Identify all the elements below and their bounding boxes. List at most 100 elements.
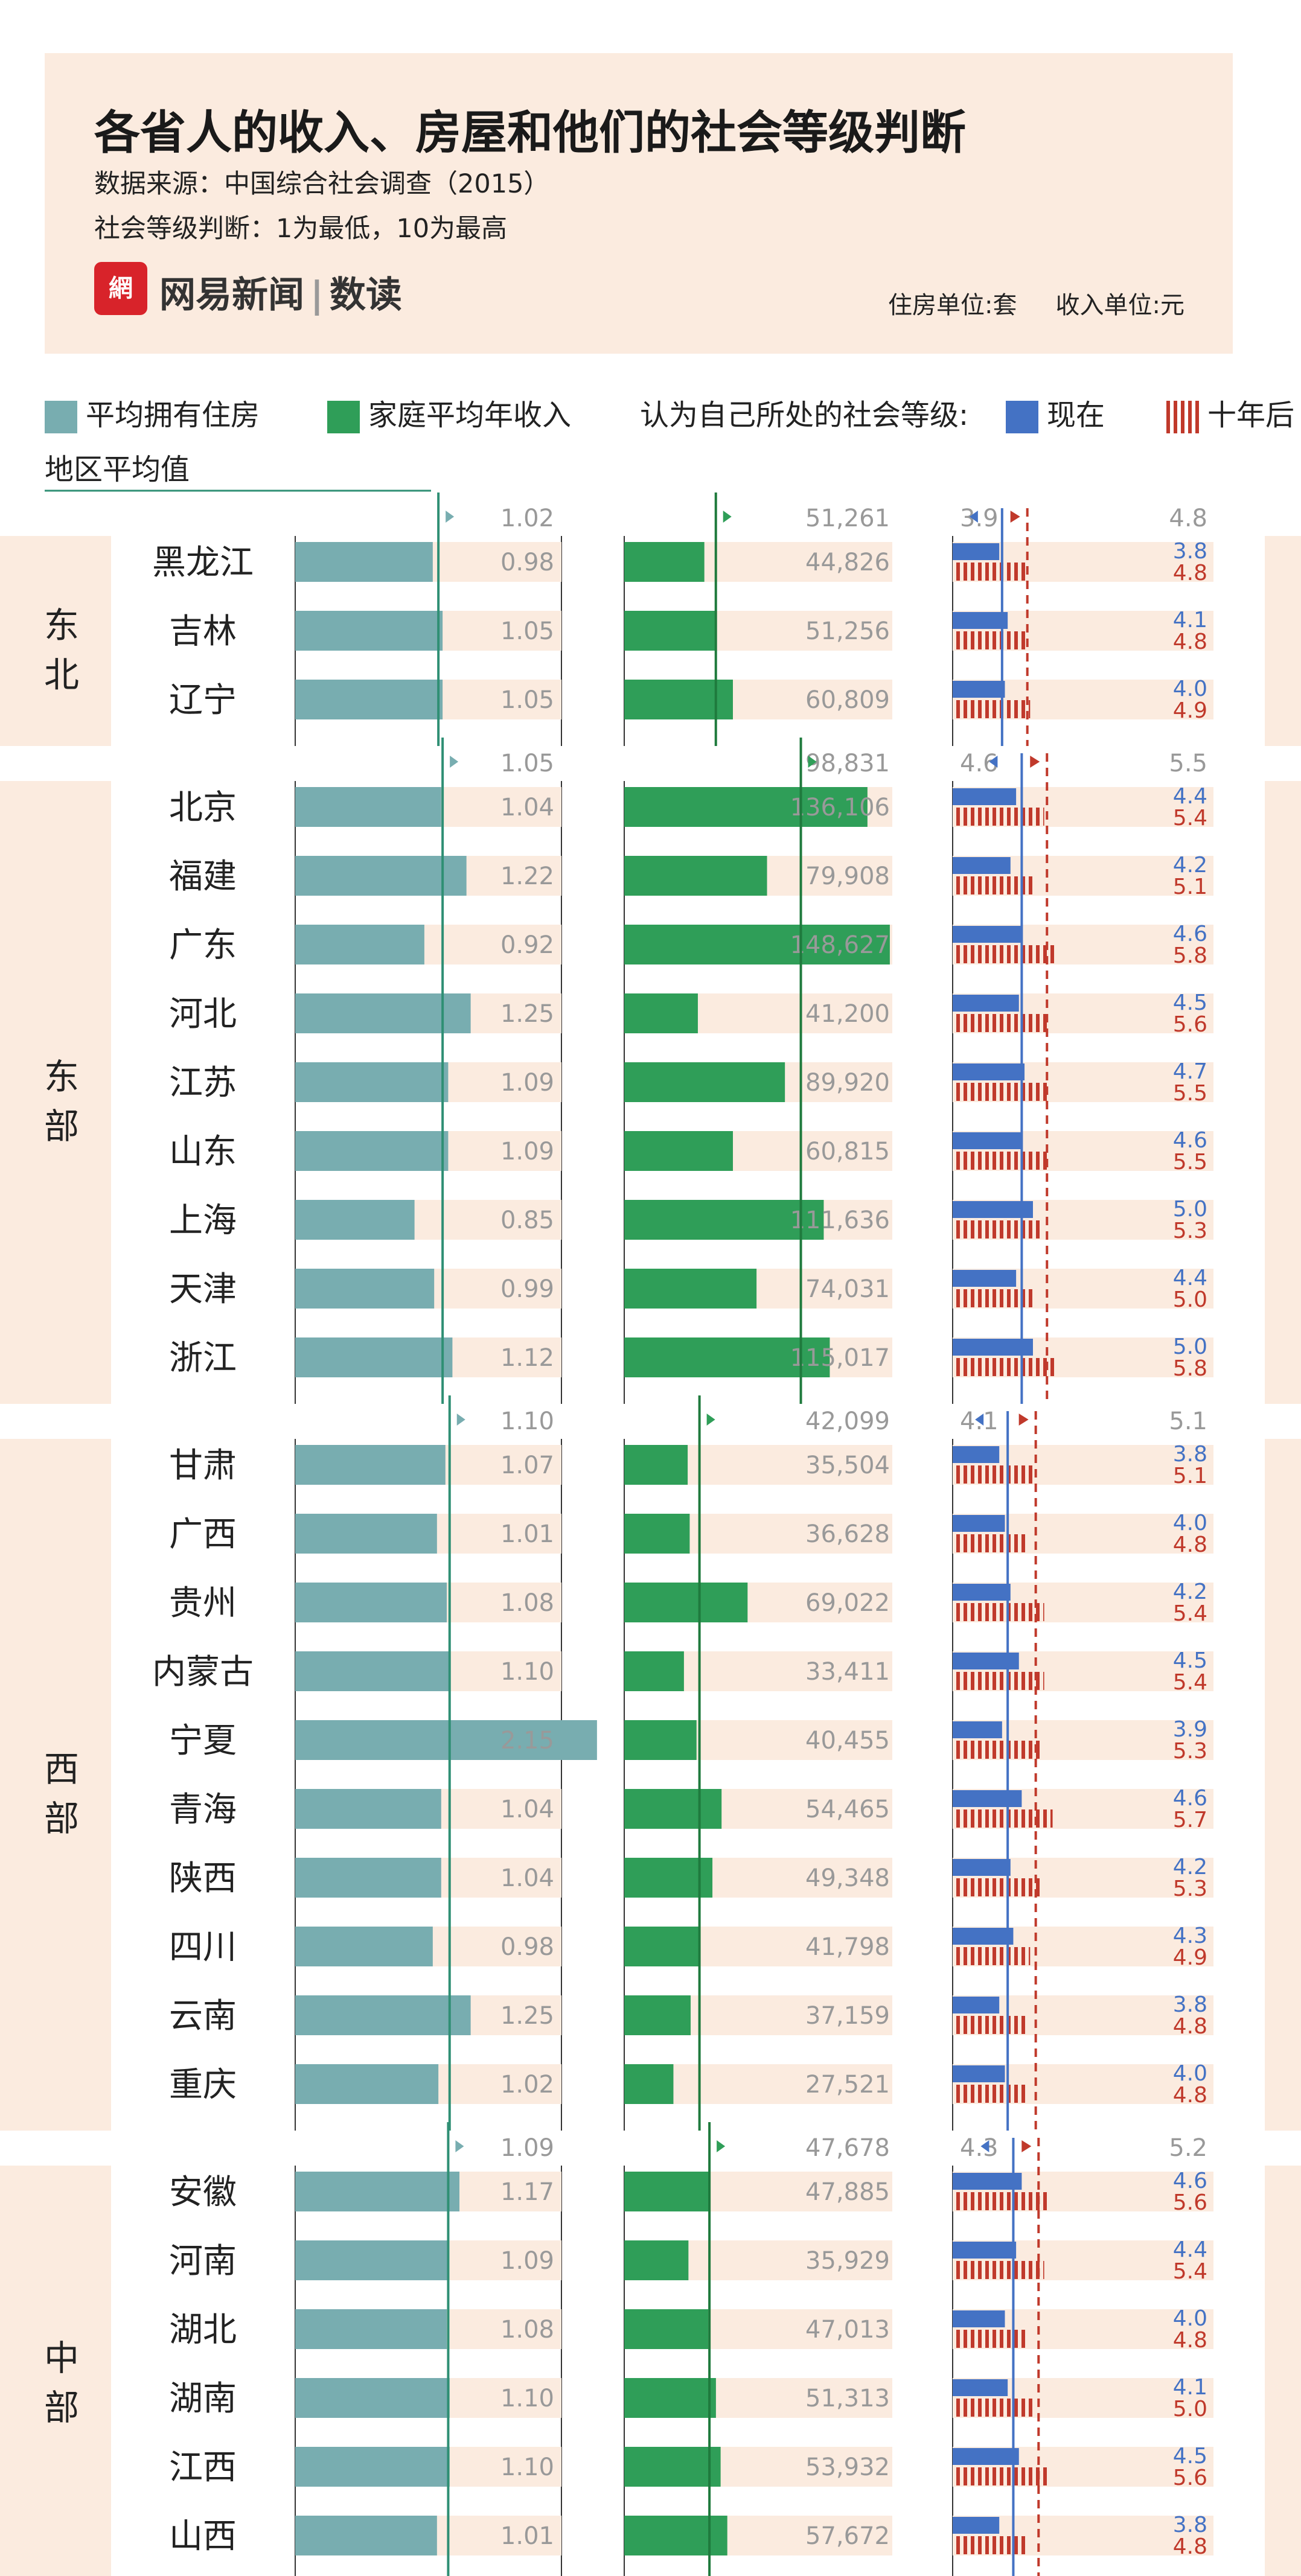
province-name: 山东 bbox=[169, 1132, 237, 1172]
income-value: 148,627 bbox=[790, 931, 890, 959]
housing-bar bbox=[295, 1200, 415, 1240]
province-name: 安徽 bbox=[169, 2173, 237, 2212]
province-name: 江苏 bbox=[169, 1063, 237, 1103]
income-bar bbox=[624, 1200, 824, 1240]
future-value: 4.8 bbox=[1173, 2014, 1207, 2039]
legend-now-label: 现在 bbox=[1047, 398, 1105, 432]
income-value: 36,628 bbox=[805, 1520, 890, 1548]
income-bar bbox=[624, 1131, 734, 1171]
avg-income-value: 51,261 bbox=[805, 505, 890, 532]
future-value: 5.3 bbox=[1173, 1219, 1207, 1243]
income-value: 111,636 bbox=[790, 1207, 890, 1234]
now-bar bbox=[953, 612, 1008, 629]
housing-value: 1.08 bbox=[500, 2316, 554, 2344]
province-name: 广东 bbox=[169, 926, 237, 965]
housing-bar bbox=[295, 2378, 450, 2418]
province-name: 四川 bbox=[169, 1928, 237, 1967]
now-bar bbox=[953, 2242, 1017, 2259]
legend-housing-label: 平均拥有住房 bbox=[86, 398, 260, 432]
province-name: 重庆 bbox=[169, 2065, 237, 2105]
future-bar bbox=[953, 1878, 1041, 1896]
now-bar bbox=[953, 1584, 1011, 1601]
region-label-panel bbox=[0, 536, 111, 746]
future-value: 5.4 bbox=[1173, 806, 1207, 831]
avg-income-marker bbox=[808, 756, 817, 768]
housing-value: 1.25 bbox=[500, 2002, 554, 2030]
legend-housing: 平均拥有住房 bbox=[45, 391, 260, 433]
now-value: 3.8 bbox=[1173, 539, 1207, 564]
now-value: 4.4 bbox=[1173, 784, 1207, 809]
region-label-panel bbox=[0, 2166, 111, 2576]
future-value: 4.8 bbox=[1173, 1532, 1207, 1557]
future-bar bbox=[953, 1809, 1053, 1828]
now-bar bbox=[953, 1928, 1014, 1945]
province-name: 青海 bbox=[169, 1790, 237, 1829]
region-right-panel bbox=[1265, 2166, 1301, 2576]
future-bar bbox=[953, 2192, 1050, 2210]
legend-future: 十年后 bbox=[1166, 391, 1294, 433]
income-value: 89,920 bbox=[805, 1069, 890, 1097]
avg-now-marker bbox=[989, 756, 998, 768]
housing-bar bbox=[295, 1720, 597, 1760]
future-bar bbox=[953, 563, 1028, 581]
future-bar bbox=[953, 700, 1031, 718]
avg-future-value: 4.8 bbox=[1169, 505, 1207, 532]
region-name-char-1: 西 bbox=[44, 1749, 79, 1790]
future-bar bbox=[953, 1358, 1056, 1376]
province-name: 江西 bbox=[169, 2448, 237, 2487]
future-value: 5.6 bbox=[1173, 2466, 1207, 2490]
province-name: 黑龙江 bbox=[152, 543, 254, 582]
housing-value: 0.98 bbox=[500, 549, 554, 576]
avg-future-value: 5.2 bbox=[1169, 2134, 1207, 2162]
region-name-char-2: 部 bbox=[44, 1106, 79, 1147]
region-name-char-1: 东 bbox=[44, 1056, 79, 1097]
now-bar bbox=[953, 1721, 1002, 1738]
region-name-char-2: 北 bbox=[44, 654, 79, 695]
income-bar bbox=[624, 1927, 699, 1966]
future-value: 4.8 bbox=[1173, 561, 1207, 585]
now-value: 4.4 bbox=[1173, 1266, 1207, 1290]
now-value: 4.2 bbox=[1173, 1580, 1207, 1604]
housing-value: 1.10 bbox=[500, 1658, 554, 1686]
avg-income-value: 42,099 bbox=[805, 1408, 890, 1435]
income-bar bbox=[624, 993, 698, 1033]
logo-product: 数读 bbox=[329, 274, 402, 316]
housing-value: 1.09 bbox=[500, 1138, 554, 1165]
housing-bar bbox=[295, 1995, 471, 2035]
income-value: 79,908 bbox=[805, 862, 890, 890]
source-note: 数据来源：中国综合社会调查（2015） bbox=[94, 169, 550, 199]
future-value: 5.4 bbox=[1173, 1670, 1207, 1695]
income-value: 41,798 bbox=[805, 1933, 890, 1961]
province-name: 河北 bbox=[169, 995, 237, 1034]
now-bar bbox=[953, 1653, 1019, 1669]
future-bar bbox=[953, 2261, 1044, 2279]
region-name-char-1: 东 bbox=[44, 605, 79, 646]
logo-text: 网易新闻 | 数读 bbox=[159, 274, 402, 316]
avg-future-value: 5.5 bbox=[1169, 750, 1207, 777]
province-name: 北京 bbox=[169, 788, 237, 827]
future-bar bbox=[953, 1672, 1044, 1690]
future-bar bbox=[953, 1603, 1044, 1621]
future-value: 5.0 bbox=[1173, 1287, 1207, 1312]
now-value: 4.1 bbox=[1173, 608, 1207, 633]
future-value: 5.5 bbox=[1173, 1150, 1207, 1175]
now-bar bbox=[953, 1859, 1011, 1876]
avg-now-marker bbox=[980, 2140, 989, 2152]
province-name: 吉林 bbox=[169, 612, 237, 651]
future-bar bbox=[953, 1289, 1033, 1307]
now-value: 4.5 bbox=[1173, 990, 1207, 1015]
income-bar bbox=[624, 1789, 722, 1829]
income-bar bbox=[624, 1858, 713, 1898]
income-value: 44,826 bbox=[805, 549, 890, 576]
avg-housing-marker bbox=[450, 756, 459, 768]
housing-value: 1.05 bbox=[500, 617, 554, 645]
future-bar bbox=[953, 2016, 1028, 2034]
housing-value: 0.99 bbox=[500, 1275, 554, 1303]
future-bar bbox=[953, 2330, 1028, 2348]
now-bar bbox=[953, 681, 1005, 698]
now-value: 4.1 bbox=[1173, 2375, 1207, 2400]
future-value: 5.5 bbox=[1173, 1081, 1207, 1106]
avg-future-marker bbox=[1010, 511, 1020, 523]
avg-income-marker bbox=[717, 2140, 726, 2152]
now-bar bbox=[953, 857, 1011, 874]
